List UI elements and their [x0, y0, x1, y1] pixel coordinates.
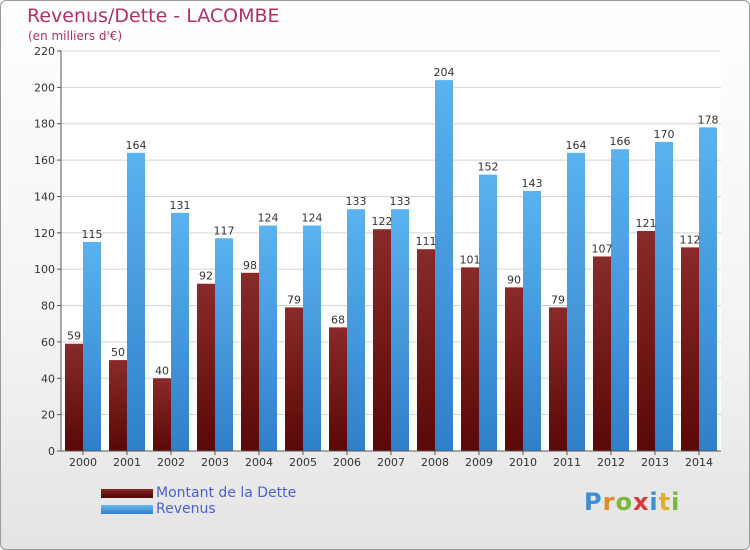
x-tick-label: 2006: [333, 456, 361, 469]
data-label: 152: [478, 161, 499, 174]
y-tick-label: 200: [34, 81, 55, 94]
data-label: 170: [654, 128, 675, 141]
x-tick-label: 2003: [201, 456, 229, 469]
x-tick-label: 2004: [245, 456, 273, 469]
debt-bar: [681, 247, 699, 451]
debt-bar: [417, 249, 435, 451]
data-label: 143: [522, 177, 543, 190]
x-tick-label: 2008: [421, 456, 449, 469]
debt-bar: [109, 360, 127, 451]
data-label: 178: [698, 113, 719, 126]
y-tick-label: 20: [41, 409, 55, 422]
data-label: 164: [566, 139, 587, 152]
legend-label-revenus: Revenus: [156, 501, 216, 517]
proxiti-logo: Proxiti: [584, 488, 681, 516]
y-tick-label: 60: [41, 336, 55, 349]
chart-subtitle: (en milliers d'€): [28, 29, 123, 43]
data-label: 40: [155, 364, 169, 377]
x-tick-label: 2011: [553, 456, 581, 469]
revenue-bar: [347, 209, 365, 451]
revenue-bar: [391, 209, 409, 451]
x-tick-label: 2014: [685, 456, 713, 469]
revenue-bar: [567, 152, 585, 451]
data-label: 79: [551, 293, 565, 306]
debt-bar: [549, 307, 567, 451]
revenue-bar: [303, 225, 321, 451]
revenue-bar: [523, 191, 541, 451]
x-tick-label: 2009: [465, 456, 493, 469]
y-tick-label: 0: [48, 445, 55, 458]
data-label: 59: [67, 330, 81, 343]
x-tick-label: 2005: [289, 456, 317, 469]
debt-bar: [461, 267, 479, 451]
y-tick-label: 80: [41, 300, 55, 313]
x-tick-label: 2013: [641, 456, 669, 469]
revenue-bar: [435, 80, 453, 451]
x-tick-label: 2002: [157, 456, 185, 469]
y-tick-label: 160: [34, 154, 55, 167]
data-label: 204: [434, 66, 455, 79]
legend-swatch-dette: [101, 489, 153, 498]
y-tick-label: 140: [34, 190, 55, 203]
data-label: 133: [390, 195, 411, 208]
data-label: 101: [460, 253, 481, 266]
data-label: 90: [507, 273, 521, 286]
debt-bar: [65, 343, 83, 451]
y-tick-label: 100: [34, 263, 55, 276]
debt-bar: [593, 256, 611, 451]
data-label: 131: [170, 199, 191, 212]
data-label: 166: [610, 135, 631, 148]
data-label: 122: [372, 215, 393, 228]
x-tick-label: 2000: [69, 456, 97, 469]
data-label: 124: [302, 212, 323, 225]
data-label: 124: [258, 212, 279, 225]
debt-bar: [373, 229, 391, 451]
debt-bar: [329, 327, 347, 451]
data-label: 112: [680, 233, 701, 246]
chart-title: Revenus/Dette - LACOMBE: [27, 5, 280, 27]
data-label: 121: [636, 217, 657, 230]
revenue-bar: [83, 241, 101, 451]
revenue-bar: [611, 149, 629, 451]
y-tick-label: 40: [41, 372, 55, 385]
data-label: 107: [592, 242, 613, 255]
x-tick-label: 2012: [597, 456, 625, 469]
data-label: 98: [243, 259, 257, 272]
x-tick-label: 2007: [377, 456, 405, 469]
data-label: 115: [82, 228, 103, 241]
debt-bar: [285, 307, 303, 451]
revenue-bar: [655, 141, 673, 451]
data-label: 133: [346, 195, 367, 208]
debt-bar: [153, 378, 171, 451]
revenue-bar: [479, 174, 497, 452]
revenue-bar: [171, 212, 189, 451]
revenue-bar: [699, 127, 717, 451]
data-label: 79: [287, 293, 301, 306]
legend-label-dette: Montant de la Dette: [156, 485, 297, 501]
y-tick-label: 180: [34, 118, 55, 131]
revenue-bar: [215, 238, 233, 451]
data-label: 111: [416, 235, 437, 248]
revenue-bar: [259, 225, 277, 451]
debt-bar: [505, 287, 523, 451]
data-label: 68: [331, 313, 345, 326]
debt-bar: [241, 272, 259, 451]
data-label: 164: [126, 139, 147, 152]
legend-swatch-revenus: [101, 505, 153, 514]
debt-bar: [637, 231, 655, 451]
y-tick-label: 120: [34, 227, 55, 240]
data-label: 92: [199, 270, 213, 283]
data-label: 117: [214, 224, 235, 237]
y-tick-label: 220: [34, 45, 55, 58]
x-tick-label: 2010: [509, 456, 537, 469]
data-label: 50: [111, 346, 125, 359]
revenue-bar: [127, 152, 145, 451]
debt-bar: [197, 283, 215, 451]
x-tick-label: 2001: [113, 456, 141, 469]
